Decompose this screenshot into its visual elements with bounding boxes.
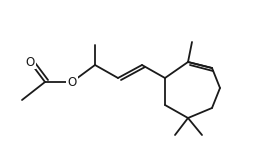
Text: O: O xyxy=(67,76,77,89)
Text: O: O xyxy=(25,55,35,69)
